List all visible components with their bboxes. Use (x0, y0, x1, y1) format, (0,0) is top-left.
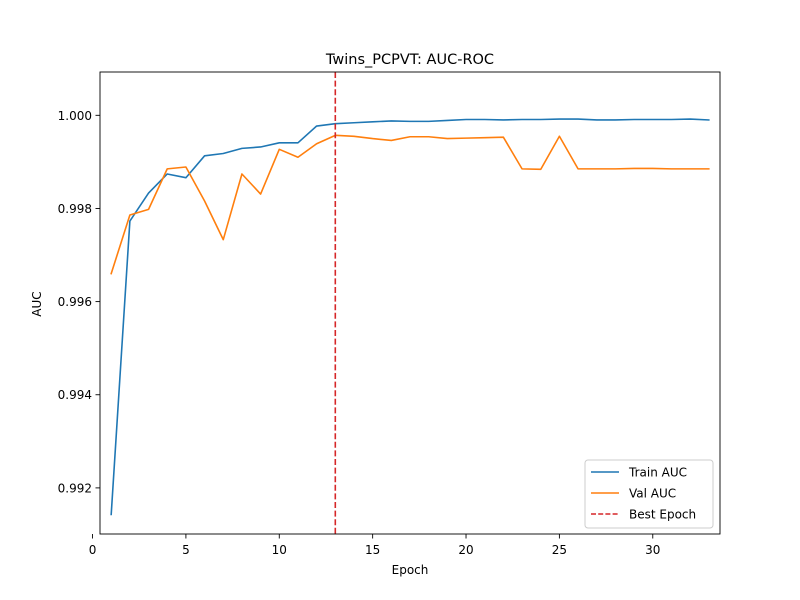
x-tick-label: 30 (645, 543, 660, 557)
x-tick-label: 15 (365, 543, 380, 557)
legend-entry-val-auc-label: Val AUC (629, 487, 676, 501)
series-line-val-auc (110, 134, 710, 275)
x-tick-label: 5 (182, 543, 190, 557)
y-tick-label: 0.992 (58, 481, 92, 495)
x-tick-label: 10 (272, 543, 287, 557)
x-tick-label: 20 (458, 543, 473, 557)
series-line-train-auc (110, 118, 710, 516)
x-tick-label: 25 (552, 543, 567, 557)
chart-title: Twins_PCPVT: AUC-ROC (325, 52, 494, 68)
legend-entry-best-epoch-label: Best Epoch (629, 508, 696, 522)
legend-entry-train-auc-label: Train AUC (628, 466, 687, 480)
y-tick-label: 0.996 (58, 295, 92, 309)
plot-area: 0 5 10 15 20 25 30 0.992 0.994 0.996 0.998 1.000 (58, 71, 721, 557)
y-tick-label: 0.998 (58, 202, 92, 216)
y-tick-label: 1.000 (58, 109, 92, 123)
y-axis-title: AUC (30, 291, 44, 316)
legend: Train AUC Val AUC Best Epoch (584, 459, 714, 529)
y-tick-label: 0.994 (58, 388, 92, 402)
legend-box (584, 459, 714, 529)
x-tick-label: 0 (89, 543, 97, 557)
axes-frame (99, 71, 721, 535)
x-axis-title: Epoch (392, 563, 429, 577)
